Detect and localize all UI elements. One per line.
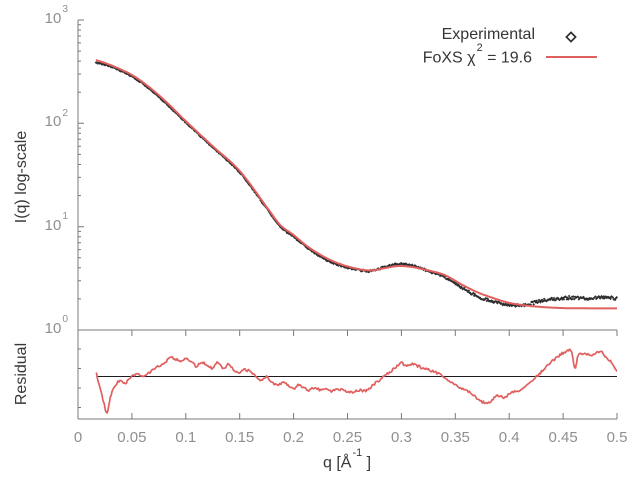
legend-label-foxs: FoXS χ2 = 19.6 — [422, 42, 532, 67]
legend-label-experimental: Experimental — [441, 26, 535, 43]
x-axis-tick-label: 0.3 — [390, 429, 412, 446]
axis-frame — [77, 20, 617, 420]
x-axis-tick-label: 0.2 — [283, 429, 305, 446]
foxs-fit-line — [95, 59, 617, 310]
y-axis-tick-label: 102 — [44, 107, 68, 131]
residual-axis-label: Residual — [13, 342, 30, 406]
y-axis-tick-label: 100 — [44, 314, 68, 337]
x-axis-tick-label: 0.05 — [117, 429, 147, 446]
x-axis-tick-label: 0.35 — [440, 429, 470, 446]
y-axis-label: I(q) log-scale — [13, 130, 30, 224]
y-axis-tick-label: 101 — [44, 211, 68, 234]
x-axis-tick-label: 0.5 — [606, 429, 628, 446]
x-axis-label: q [Å-1 ] — [322, 447, 372, 472]
experimental-points — [94, 61, 618, 308]
legend-marker-diamond-icon — [565, 31, 577, 43]
x-axis-tick-label: 0.15 — [225, 429, 255, 446]
legend-marker-line-icon — [546, 56, 597, 58]
y-axis-tick-label: 103 — [44, 4, 68, 27]
x-axis-tick-label: 0.25 — [332, 429, 363, 446]
x-axis-tick-label: 0.45 — [548, 429, 578, 446]
x-axis-tick-label: 0.4 — [498, 429, 520, 446]
x-axis-tick-label: 0.1 — [175, 429, 197, 446]
axis-ticks — [77, 19, 618, 419]
x-axis-tick-label: 0 — [73, 429, 83, 446]
residual-curve — [95, 348, 617, 414]
